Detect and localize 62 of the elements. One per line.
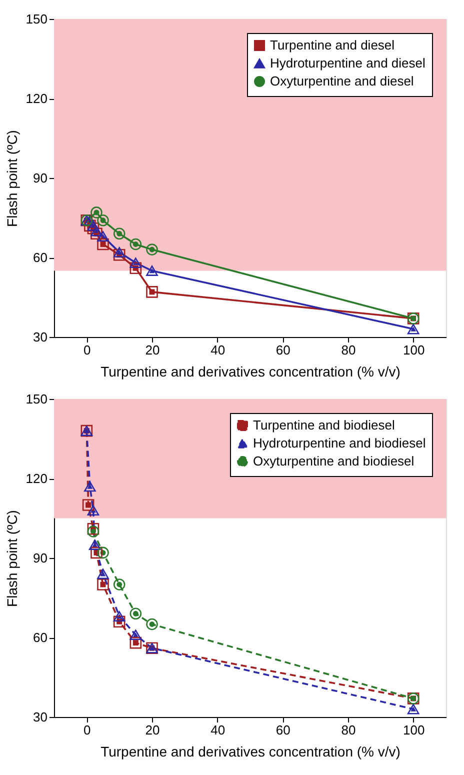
point [130, 636, 142, 649]
x-tick-label: 0 [84, 722, 91, 738]
x-tick-label: 60 [276, 722, 290, 738]
y-tick-label: 60 [33, 250, 48, 265]
y-axis-title: Flash point (ºC) [4, 130, 20, 227]
legend-label: Turpentine and biodiesel [253, 418, 396, 432]
point [113, 616, 126, 628]
point [130, 608, 142, 620]
y-tick-label: 30 [33, 710, 48, 724]
x-tick-label: 0 [84, 342, 91, 358]
x-tick-label: 100 [402, 342, 425, 358]
y-tick-label: 150 [26, 12, 48, 26]
point [407, 324, 420, 334]
point [146, 618, 158, 630]
point [97, 546, 109, 559]
legend-label: Oxyturpentine and biodiesel [253, 454, 414, 468]
point [90, 546, 102, 559]
point [146, 244, 158, 256]
point [97, 578, 109, 590]
legend-label: Hydroturpentine and diesel [270, 56, 426, 70]
point [113, 247, 126, 258]
point [97, 231, 109, 242]
y-tick-label: 90 [33, 170, 48, 186]
legend-label: Turpentine and diesel [270, 38, 395, 52]
x-tick-label: 100 [402, 722, 425, 738]
point [146, 266, 158, 276]
point [97, 568, 109, 580]
y-tick-label: 120 [26, 91, 48, 106]
x-tick-label: 80 [341, 342, 356, 358]
point [84, 481, 96, 492]
point [97, 214, 109, 226]
point [87, 526, 100, 538]
point [97, 238, 109, 250]
legend-label: Hydroturpentine and biodiesel [253, 436, 426, 450]
x-tick-label: 20 [145, 722, 160, 738]
point [130, 258, 142, 268]
x-axis-title: Turpentine and derivatives concentration (% v/v) [100, 364, 400, 380]
point [130, 238, 142, 250]
point [82, 499, 94, 511]
x-tick-label: 80 [341, 722, 356, 738]
point [130, 262, 142, 274]
y-tick-label: 90 [33, 550, 48, 566]
legend-label: Oxyturpentine and diesel [270, 74, 414, 88]
x-tick-label: 60 [276, 342, 290, 358]
point [88, 540, 101, 550]
point [90, 206, 102, 218]
point [130, 630, 142, 640]
x-tick-label: 40 [210, 342, 226, 358]
point [87, 505, 100, 516]
y-tick-label: 30 [33, 330, 48, 344]
point [407, 704, 420, 714]
point [146, 286, 158, 298]
y-tick-label: 60 [33, 630, 48, 645]
x-axis-title: Turpentine and derivatives concentration (% v/v) [100, 744, 400, 760]
y-tick-label: 120 [26, 471, 48, 486]
point [113, 228, 126, 240]
point [113, 578, 126, 590]
y-axis-title: Flash point (ºC) [4, 510, 20, 607]
x-tick-label: 20 [145, 342, 160, 358]
y-tick-label: 150 [26, 392, 48, 406]
x-tick-label: 40 [210, 722, 226, 738]
point [113, 611, 126, 622]
